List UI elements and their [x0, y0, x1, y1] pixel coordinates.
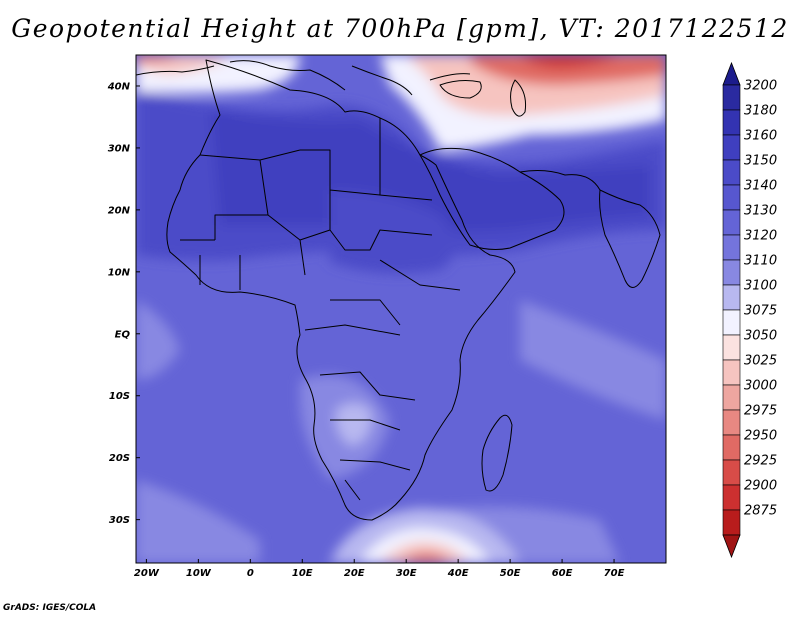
colorbar-label: 3180 [744, 104, 777, 119]
colorbar-swatch [722, 409, 741, 436]
colorbar-swatch [722, 159, 741, 186]
colorbar-label: 3120 [744, 229, 777, 244]
colorbar-label: 3110 [744, 254, 777, 269]
colorbar-swatch [722, 309, 741, 336]
lon-tick-label: 60E [552, 568, 573, 579]
colorbar-label: 2875 [744, 504, 777, 519]
colorbar-swatch [722, 84, 741, 111]
colorbar-swatch [722, 234, 741, 261]
colorbar-swatch [722, 459, 741, 486]
colorbar-swatch [722, 334, 741, 361]
colorbar-label: 2975 [744, 404, 777, 419]
colorbar-label: 3050 [744, 329, 777, 344]
colorbar-label: 3160 [744, 129, 777, 144]
lon-tick-label: 20E [344, 568, 365, 579]
colorbar-swatch [722, 434, 741, 461]
colorbar-swatch [722, 484, 741, 511]
colorbar-label: 3200 [744, 79, 777, 94]
colorbar-label: 3000 [744, 379, 777, 394]
lon-tick-label: 40E [447, 568, 469, 579]
colorbar-label: 3130 [744, 204, 777, 219]
map-title: Geopotential Height at 700hPa [gpm], VT:… [11, 14, 789, 43]
colorbar-swatch [722, 209, 741, 236]
grads-credit: GrADS: IGES/COLA [3, 603, 97, 613]
colorbar-swatch [722, 134, 741, 161]
colorbar-swatch [722, 259, 741, 286]
colorbar-label: 3150 [744, 154, 777, 169]
colorbar-swatch [722, 284, 741, 311]
colorbar-swatch [722, 184, 741, 211]
colorbar-label: 3140 [744, 179, 777, 194]
lon-tick-label: 70E [604, 568, 625, 579]
latitude-axis: 40N 30N 20N 10N EQ 10S 20S 30S [107, 81, 140, 526]
colorbar-label: 2925 [744, 454, 777, 469]
lat-tick-label: 10N [108, 267, 131, 278]
colorbar-swatch [722, 384, 741, 411]
plot-frame [135, 54, 667, 564]
lat-tick-label: 10S [109, 391, 130, 402]
lon-tick-label: 30E [396, 568, 417, 579]
colorbar-label: 3025 [744, 354, 777, 369]
colorbar-swatch [722, 509, 741, 536]
colorbar-swatch [722, 359, 741, 386]
colorbar-swatch [722, 109, 741, 136]
lon-tick-label: 10W [186, 568, 212, 579]
colorbar-top-arrow [722, 61, 741, 86]
lat-tick-label: 20N [108, 205, 131, 216]
colorbar-label: 3100 [744, 279, 777, 294]
colorbar-label: 3075 [744, 304, 777, 319]
lat-tick-label: 40N [107, 81, 131, 92]
lon-tick-label: 50E [500, 568, 521, 579]
lat-tick-label: EQ [115, 329, 131, 340]
lat-tick-label: 20S [109, 453, 130, 464]
colorbar-label: 2950 [744, 429, 777, 444]
lon-tick-label: 20W [134, 568, 160, 579]
geopotential-field [136, 55, 666, 563]
colorbar-bottom-arrow [722, 534, 741, 559]
coastlines [136, 59, 661, 521]
colorbar: 3200 3180 3160 3150 3140 3130 3120 3110 3100 3075… [722, 61, 777, 559]
longitude-axis: 20W 10W 0 10E 20E 30E 40E 50E 60E 70E [134, 559, 625, 579]
lon-tick-label: 10E [292, 568, 313, 579]
lon-tick-label: 0 [247, 568, 254, 579]
lat-tick-label: 30N [108, 143, 131, 154]
lat-tick-label: 30S [109, 515, 130, 526]
colorbar-label: 2900 [744, 479, 777, 494]
